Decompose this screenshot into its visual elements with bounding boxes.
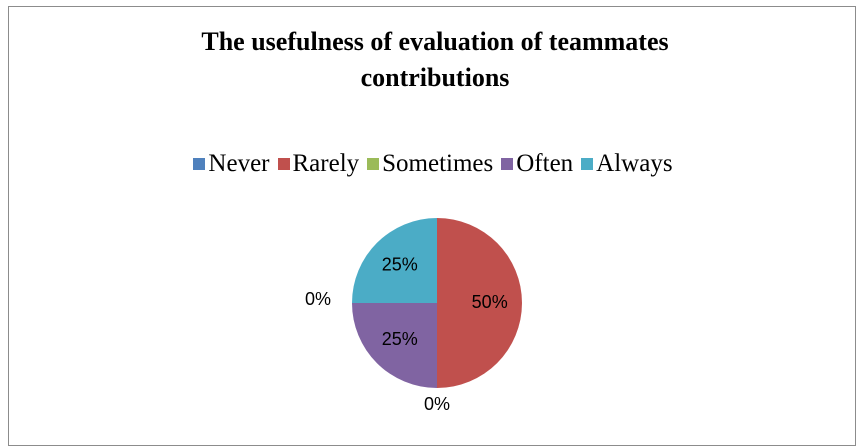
pie-slice xyxy=(437,218,522,388)
legend-item: Rarely xyxy=(277,150,360,178)
data-label: 25% xyxy=(382,329,418,349)
legend-swatch xyxy=(581,158,594,170)
legend-item: Often xyxy=(501,150,573,178)
legend-swatch xyxy=(277,158,290,170)
data-label: 50% xyxy=(472,292,508,312)
data-label: 25% xyxy=(382,254,418,274)
pie-slice xyxy=(352,218,437,303)
legend-label: Always xyxy=(596,150,673,177)
legend-label: Often xyxy=(516,150,574,177)
pie-chart: 0% 50% 0% 25% 25% xyxy=(305,218,522,414)
legend-label: Sometimes xyxy=(382,150,494,177)
data-label: 0% xyxy=(305,289,331,309)
legend-swatch xyxy=(193,158,206,170)
pie-slice xyxy=(352,303,437,388)
legend-label: Never xyxy=(208,150,270,177)
page: The usefulness of evaluation of teammate… xyxy=(0,6,858,446)
legend-item: Always xyxy=(581,150,673,178)
legend-swatch xyxy=(367,158,380,170)
chart-title: The usefulness of evaluation of teammate… xyxy=(201,27,669,92)
legend-label: Rarely xyxy=(292,150,360,177)
legend-item: Never xyxy=(193,150,270,178)
legend-swatch xyxy=(501,158,514,170)
legend-item: Sometimes xyxy=(367,150,493,178)
data-label: 0% xyxy=(424,394,450,414)
legend: Never Rarely Sometimes Often Always xyxy=(0,150,858,178)
